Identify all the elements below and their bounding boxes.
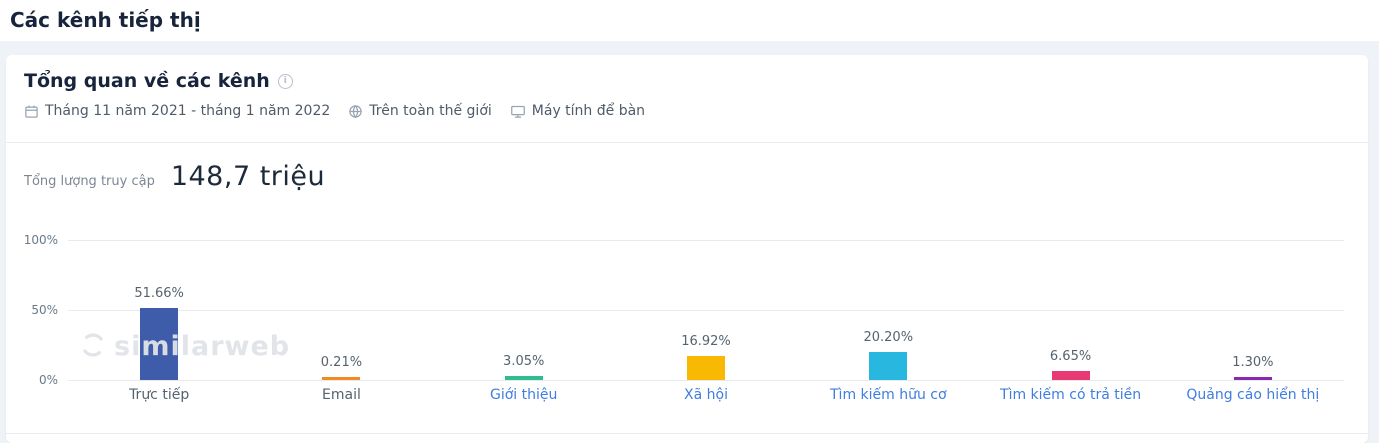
- total-visits-value: 148,7 triệu: [170, 161, 326, 192]
- header-divider: [6, 142, 1368, 143]
- category-label-Email: Email: [322, 387, 361, 403]
- date-range-label: Tháng 11 năm 2021 - tháng 1 năm 2022: [45, 103, 331, 119]
- bar-value-label: 1.30%: [1232, 355, 1274, 370]
- device-label: Máy tính để bàn: [531, 103, 646, 119]
- bar-Xã hội[interactable]: [687, 356, 725, 380]
- geography: Trên toàn thế giới: [348, 103, 492, 119]
- category-label-Tìm kiếm hữu cơ[interactable]: Tìm kiếm hữu cơ: [830, 387, 947, 403]
- bar-Trực tiếp[interactable]: [140, 307, 179, 380]
- bar-Email[interactable]: [322, 377, 361, 380]
- globe-icon: [348, 104, 363, 119]
- bottom-divider: [6, 433, 1368, 434]
- gridline-100%: [68, 240, 1344, 241]
- card-title: Tổng quan về các kênh: [24, 70, 270, 92]
- geography-label: Trên toàn thế giới: [369, 103, 492, 119]
- y-axis-tick: 0%: [38, 373, 58, 387]
- category-label-Giới thiệu[interactable]: Giới thiệu: [490, 387, 558, 403]
- category-label-Xã hội[interactable]: Xã hội: [684, 387, 728, 403]
- bar-Quảng cáo hiển thị[interactable]: [1233, 377, 1272, 380]
- channels-bar-chart: 100% 50% 0% 51.66% Trực tiếp 0.21% Email 3.05% G…: [6, 55, 1368, 443]
- page-title: Các kênh tiếp thị: [10, 8, 201, 32]
- bar-value-label: 51.66%: [134, 285, 184, 301]
- gridline-50%: [68, 310, 1344, 311]
- y-axis-tick: 50%: [31, 303, 58, 317]
- category-label-Trực tiếp: Trực tiếp: [129, 387, 190, 403]
- total-visits: Tổng lượng truy cập 148,7 triệu: [24, 161, 325, 192]
- bar-value-label: 0.21%: [320, 355, 363, 370]
- category-label-Tìm kiếm có trả tiền[interactable]: Tìm kiếm có trả tiền: [1000, 387, 1142, 403]
- info-icon[interactable]: i: [277, 73, 293, 89]
- calendar-icon: [24, 104, 39, 119]
- card-header: Tổng quan về các kênh i: [24, 70, 293, 92]
- bar-value-label: 3.05%: [503, 353, 545, 369]
- device: Máy tính để bàn: [510, 103, 645, 119]
- category-label-Quảng cáo hiển thị[interactable]: Quảng cáo hiển thị: [1186, 387, 1320, 403]
- date-range: Tháng 11 năm 2021 - tháng 1 năm 2022: [24, 103, 330, 119]
- bar-Tìm kiếm hữu cơ[interactable]: [869, 351, 908, 380]
- bar-value-label: 20.20%: [863, 329, 914, 345]
- desktop-icon: [510, 104, 526, 119]
- bar-Tìm kiếm có trả tiền[interactable]: [1051, 370, 1090, 380]
- channels-overview-card: Tổng quan về các kênh i Tháng 11 năm 202…: [6, 55, 1368, 443]
- filters-summary: Tháng 11 năm 2021 - tháng 1 năm 2022 Trê…: [24, 103, 655, 119]
- bar-value-label: 16.92%: [681, 334, 731, 350]
- gridline-0%: [68, 380, 1344, 381]
- bar-value-label: 6.65%: [1049, 348, 1092, 364]
- bar-Giới thiệu[interactable]: [504, 375, 543, 380]
- page-header: Các kênh tiếp thị: [0, 0, 1379, 41]
- y-axis-tick: 100%: [23, 233, 58, 247]
- total-visits-label: Tổng lượng truy cập: [24, 174, 155, 189]
